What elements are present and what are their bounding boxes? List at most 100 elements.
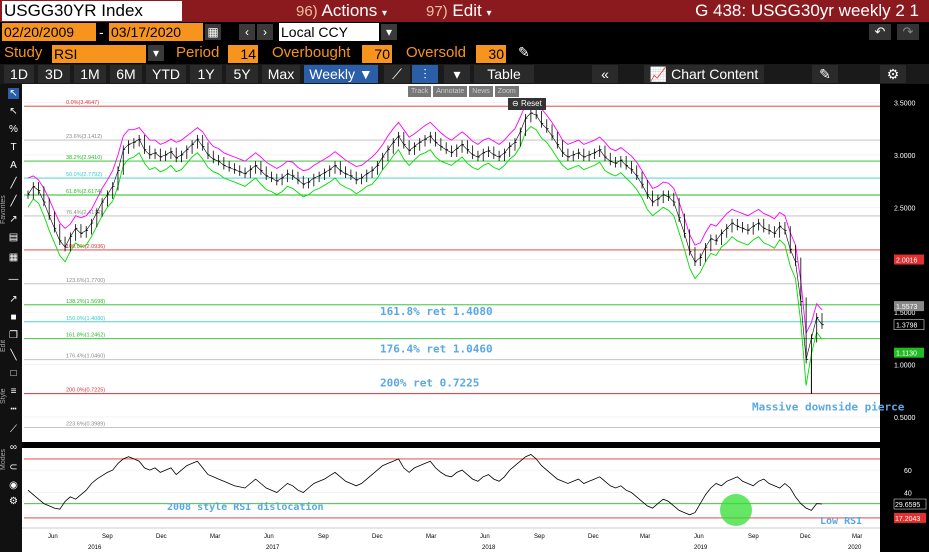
start-date-field[interactable]: 02/20/2009 <box>2 23 96 41</box>
channel-tool-icon[interactable]: ▤ <box>8 232 19 243</box>
undo-icon[interactable]: ↶ <box>869 24 891 40</box>
price-label-box <box>894 347 924 358</box>
timeframe-bar: 1D 3D 1M 6M YTD 1Y 5Y Max Weekly ▼ ⟋ ⫶ ▾… <box>0 64 929 84</box>
line-chart-icon[interactable]: ⟋ <box>384 65 410 83</box>
frequency-dropdown[interactable]: Weekly ▼ <box>304 65 378 83</box>
next-arrow-icon[interactable]: › <box>257 24 273 40</box>
square-tool-icon[interactable]: ■ <box>10 312 17 323</box>
caret-down-icon: ▾ <box>486 8 492 19</box>
popup-zoom-button[interactable]: Zoom <box>494 86 519 97</box>
hline-tool-icon[interactable]: — <box>8 274 19 285</box>
color-palette-icon[interactable]: ◉ <box>9 480 18 491</box>
currency-field[interactable]: Local CCY <box>279 23 379 41</box>
line-tool-icon[interactable]: ╱ <box>10 178 17 189</box>
study-label: Study <box>4 44 43 61</box>
fib-level-label: 176.4%(1.0460) <box>66 354 105 360</box>
price-axis-background <box>880 84 929 552</box>
tf-6m[interactable]: 6M <box>110 65 142 83</box>
x-month-label: Jun <box>48 534 58 540</box>
collapse-left-icon[interactable]: « <box>592 65 618 83</box>
link-icon[interactable]: ∞ <box>9 442 18 453</box>
price-label: 1.3798 <box>896 323 918 330</box>
fib-level-label: 123.6%(1.7700) <box>66 278 105 284</box>
popup-news-button[interactable]: News <box>469 86 493 97</box>
sidebar-settings-gear-icon[interactable]: ⚙ <box>9 496 18 507</box>
chart-svg[interactable]: 3.50003.00002.50002.00001.50001.00000.50… <box>22 84 929 552</box>
sidebar-label-modes: Modes <box>0 448 7 470</box>
select-arrow-icon[interactable]: ↖ <box>8 88 19 99</box>
redo-icon[interactable]: ↷ <box>897 24 919 40</box>
magnet-icon[interactable]: ⊂ <box>9 462 18 473</box>
edit-menu[interactable]: 97) Edit ▾ <box>426 0 491 22</box>
prev-arrow-icon[interactable]: ‹ <box>239 24 255 40</box>
x-year-label: 2018 <box>482 545 496 551</box>
popup-annotate-button[interactable]: Annotate <box>433 86 468 97</box>
tf-1d[interactable]: 1D <box>4 65 34 83</box>
calendar-icon[interactable]: ▦ <box>205 24 221 40</box>
x-month-label: Sep <box>748 534 759 540</box>
line-width-icon[interactable]: ≡ <box>10 386 17 397</box>
copy-icon[interactable]: ❐ <box>9 330 18 341</box>
label-tool-icon[interactable]: A <box>10 160 17 171</box>
bar-chart-icon[interactable]: ⫶ <box>412 65 438 83</box>
study-dropdown-icon[interactable]: ▾ <box>148 45 164 61</box>
fib-level-label: 161.8%(1.2462) <box>66 333 105 339</box>
reset-icon: ⊖ <box>512 99 519 108</box>
chart-content-button[interactable]: 📈 Chart Content <box>644 65 764 83</box>
overbought-field[interactable]: 70 <box>362 45 392 63</box>
price-axis-tick: 0.5000 <box>894 415 916 422</box>
chart-area[interactable]: 3.50003.00002.50002.00001.50001.00000.50… <box>22 84 929 552</box>
tf-max[interactable]: Max <box>262 65 300 83</box>
popup-track-button[interactable]: Track <box>408 86 432 97</box>
chart-type-dropdown-icon[interactable]: ▾ <box>444 65 470 83</box>
price-axis-tick: 1.5000 <box>894 310 916 317</box>
price-label-box <box>893 319 925 330</box>
ray-tool-icon[interactable]: ╱ <box>10 196 17 207</box>
price-axis-tick: 1.0000 <box>894 363 916 370</box>
x-month-label: Jun <box>264 534 274 540</box>
overbought-label: Overbought <box>272 44 351 61</box>
tf-1m[interactable]: 1M <box>74 65 106 83</box>
study-field[interactable]: RSI <box>52 45 146 63</box>
price-label-box <box>894 254 924 265</box>
tf-5y[interactable]: 5Y <box>226 65 258 83</box>
rsi-annotation: 2008 style RSI dislocation <box>167 501 324 513</box>
fib-tool-icon[interactable]: % <box>9 124 18 135</box>
settings-gear-icon[interactable]: ⚙ <box>880 65 906 83</box>
ticker-field[interactable]: USGG30YR Index <box>2 1 182 21</box>
dash-style-icon[interactable]: ┅ <box>10 404 17 415</box>
x-month-label: Mar <box>852 534 862 540</box>
drawing-toolbar: Favorites Edit Style Modes ↖ ↖ % T A ╱ ╱… <box>0 84 22 552</box>
tf-ytd[interactable]: YTD <box>146 65 186 83</box>
title-bar: USGG30YR Index 96) Actions ▾ 97) Edit ▾ … <box>0 0 929 22</box>
line-style-icon[interactable]: ╲ <box>10 350 17 361</box>
price-label: 2.0016 <box>896 258 918 265</box>
table-button[interactable]: Table <box>474 65 534 83</box>
reset-button[interactable]: ⊖ Reset <box>508 98 546 110</box>
grid-tool-icon[interactable]: ▦ <box>8 252 19 263</box>
caret-down-icon: ▾ <box>381 8 387 19</box>
arrow-tool-icon[interactable]: ↗ <box>9 214 18 225</box>
actions-menu[interactable]: 96) Actions ▾ <box>296 0 387 22</box>
tf-3d[interactable]: 3D <box>38 65 70 83</box>
edit-chart-icon[interactable]: ✎ <box>812 65 838 83</box>
rsi-axis-tick: 40 <box>904 490 912 497</box>
window-title: G 438: USGG30yr weekly 2 1 <box>695 1 919 20</box>
x-month-label: Mar <box>426 534 436 540</box>
price-label-box <box>894 301 924 312</box>
x-year-label: 2019 <box>694 545 708 551</box>
text-tool-icon[interactable]: T <box>10 142 17 153</box>
fib-level-label: 100.0%(2.0936) <box>66 244 105 250</box>
period-field[interactable]: 14 <box>228 45 258 63</box>
cursor-icon[interactable]: ↖ <box>9 106 18 117</box>
brush-icon[interactable]: ⟋ <box>10 424 17 435</box>
tf-1y[interactable]: 1Y <box>190 65 222 83</box>
lower-band-line <box>27 126 823 386</box>
chart-annotation: Massive downside pierce <box>752 400 905 413</box>
pencil-icon[interactable]: ✎ <box>518 44 530 60</box>
end-date-field[interactable]: 03/17/2020 <box>109 23 203 41</box>
trend-tool-icon[interactable]: ↗ <box>9 294 18 305</box>
fill-color-icon[interactable]: □ <box>10 368 17 379</box>
oversold-field[interactable]: 30 <box>476 45 506 63</box>
currency-dropdown-icon[interactable]: ▾ <box>381 24 397 40</box>
